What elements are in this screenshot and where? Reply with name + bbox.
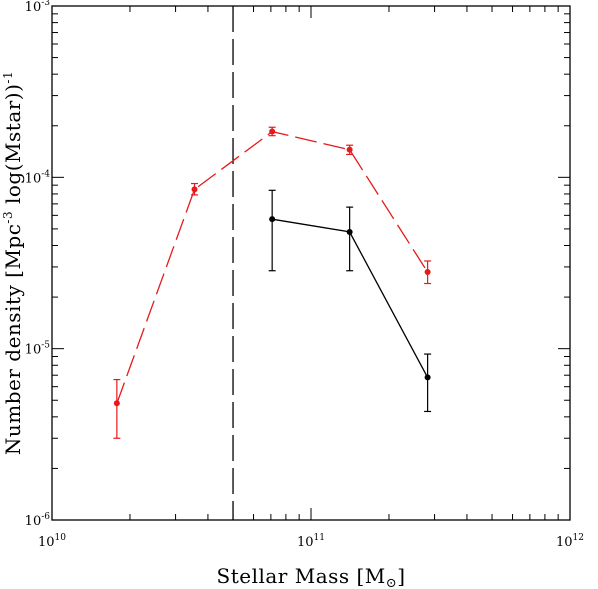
data-point xyxy=(269,216,276,223)
x-tick-label: 1012 xyxy=(556,533,584,550)
data-point xyxy=(113,400,120,407)
chart-marks xyxy=(113,6,432,520)
y-tick-label: 10-5 xyxy=(25,341,51,358)
y-tick-label: 10-3 xyxy=(25,0,51,15)
data-point xyxy=(346,228,353,235)
data-point xyxy=(269,128,276,135)
x-axis-title: Stellar Mass [M⊙] xyxy=(217,564,406,589)
y-axis-title: Number density [Mpc-3 log(Mstar))-1 xyxy=(1,71,25,455)
axis-ticks xyxy=(51,6,570,521)
data-point xyxy=(424,374,431,381)
data-point xyxy=(346,146,353,153)
data-point xyxy=(424,269,431,276)
data-point xyxy=(191,186,198,193)
x-tick-label: 1010 xyxy=(38,533,66,550)
plot-frame xyxy=(51,5,571,521)
x-tick-label: 1011 xyxy=(297,533,325,550)
sun-symbol: ⊙ xyxy=(386,576,397,589)
y-tick-label: 10-4 xyxy=(25,169,51,186)
axis-tick-labels: 1010 1011 1012 10-6 10-5 10-4 10-3 xyxy=(25,0,584,550)
y-tick-label: 10-6 xyxy=(25,512,51,529)
